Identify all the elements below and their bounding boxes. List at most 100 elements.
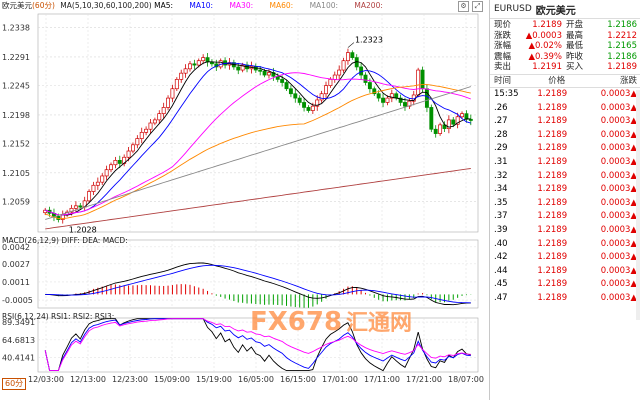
candle-body (113, 160, 118, 166)
candle-body (302, 102, 307, 108)
rsi-tick-label: 64.6813 (2, 336, 35, 345)
candle-body (297, 97, 302, 103)
kline-chart[interactable]: 1.2338 1.2291 1.2245 1.2198 1.2152 1.2105 1.20… (0, 0, 488, 400)
candle-body (267, 72, 271, 76)
tick-row[interactable]: .31 1.2189 0.0003▲ (490, 156, 640, 170)
candle-body (157, 113, 162, 121)
tick-price: 1.2189 (537, 252, 568, 263)
tick-time: .42 (494, 252, 508, 263)
tick-time: .28 (494, 129, 508, 140)
candle-body (179, 72, 184, 80)
candle-body (262, 70, 267, 76)
tick-row[interactable]: .37 1.2189 0.0003▲ (490, 210, 640, 224)
candle-body (429, 107, 434, 130)
time-tick-label: 12/23:00 (112, 375, 148, 384)
rsi3-line (44, 318, 471, 372)
col-price: 价格 (548, 75, 566, 86)
tick-time: .44 (494, 265, 508, 276)
tick-price: 1.2189 (537, 156, 568, 167)
tick-row[interactable]: 15:35 1.2189 0.0003▲ (490, 88, 640, 102)
tick-time: .31 (494, 156, 508, 167)
candle-body (73, 205, 78, 209)
tick-time: .27 (494, 116, 508, 127)
tick-row[interactable]: .28 1.2189 0.0003▲ (490, 129, 640, 143)
ma100-label: MA100: (309, 1, 339, 10)
candle-body (306, 107, 311, 111)
tick-price: 1.2189 (537, 170, 568, 181)
candle-body (104, 169, 109, 177)
tick-row[interactable]: .44 1.2189 0.0003▲ (490, 265, 640, 279)
candle-body (43, 209, 48, 214)
chart-header: 欧元美元(60分) MA(5,10,30,60,100,200) MA5: MA… (2, 0, 383, 11)
candle-body (130, 144, 135, 152)
symbol-cn: 欧元美元 (535, 5, 576, 17)
quote-value: 1.2186 (607, 20, 637, 30)
tick-change: 0.0003▲ (600, 102, 637, 113)
expand-icon[interactable]: ⤢ (472, 1, 483, 12)
high-label: 1.2323 (355, 36, 383, 45)
tick-price: 1.2189 (537, 116, 568, 127)
tick-price: 1.2189 (537, 238, 568, 249)
tick-row[interactable]: .40 1.2189 0.0003▲ (490, 238, 640, 252)
tick-time: .32 (494, 170, 508, 181)
rsi-tick-label: 40.4141 (2, 353, 35, 362)
ticks-list[interactable]: 15:35 1.2189 0.0003▲ .26 1.2189 0.0003▲ .27 1.2… (490, 88, 640, 306)
candle-body (139, 131, 144, 139)
tick-price: 1.2189 (537, 279, 568, 290)
low-label: 1.2028 (69, 226, 97, 235)
candle-body (78, 205, 83, 208)
candle-body (376, 93, 381, 99)
timeframe-badge[interactable]: 60分 (2, 378, 27, 390)
watermark-brand: FX678 (250, 307, 342, 337)
tick-row[interactable]: .32 1.2189 0.0003▲ (490, 170, 640, 184)
main-panel-frame (37, 13, 479, 233)
candle-body (69, 207, 74, 213)
quote-value: ▲0.39% (528, 51, 562, 62)
chart-toolbar: ⚙ ⤢ (458, 1, 483, 12)
candle-body (258, 69, 263, 72)
quote-value: 1.2191 (532, 62, 562, 73)
candle-body (341, 60, 346, 71)
quote-grid: 现价 1.2189 开盘 1.2186 涨跌 ▲0.0003 最高 1.2212 涨幅 ▲0.02… (490, 19, 640, 74)
settings-icon[interactable]: ⚙ (458, 1, 469, 12)
tick-row[interactable]: .35 1.2189 0.0003▲ (490, 197, 640, 211)
tick-time: .37 (494, 211, 508, 222)
candle-body (446, 119, 451, 129)
candle-body (100, 175, 105, 183)
quote-value: 1.2189 (532, 20, 562, 30)
tick-row[interactable]: .45 1.2189 0.0003▲ (490, 278, 640, 292)
tick-row[interactable]: .26 1.2189 0.0003▲ (490, 102, 640, 116)
tick-row[interactable]: .39 1.2189 0.0003▲ (490, 224, 640, 238)
candle-body (205, 57, 210, 63)
tick-row[interactable]: .34 1.2189 0.0003▲ (490, 183, 640, 197)
chart-canvas[interactable]: 1.2338 1.2291 1.2245 1.2198 1.2152 1.2105 1.20… (0, 0, 488, 400)
tick-row[interactable]: .29 1.2189 0.0003▲ (490, 142, 640, 156)
candle-body (109, 164, 113, 171)
candle-body (468, 118, 473, 121)
tick-row[interactable]: .42 1.2189 0.0003▲ (490, 251, 640, 265)
tick-change: 0.0003▲ (600, 292, 637, 303)
ticks-scrollbar[interactable] (636, 90, 640, 320)
candle-body (363, 74, 368, 83)
tick-change: 0.0003▲ (600, 156, 637, 167)
ma5-label: MA5: (154, 1, 173, 10)
price-tick-label: 1.2198 (2, 111, 30, 120)
tick-price: 1.2189 (537, 197, 568, 208)
candle-body (293, 93, 298, 99)
candle-body (337, 69, 342, 76)
time-tick-label: 16/15:00 (280, 375, 316, 384)
tick-row[interactable]: .47 1.2189 0.0003▲ (490, 292, 640, 306)
tick-row[interactable]: .27 1.2189 0.0003▲ (490, 115, 640, 129)
candle-body (324, 85, 328, 95)
candle-body (460, 113, 464, 118)
rsi-tick-label: 89.3491 (2, 318, 35, 327)
time-tick-label: 18/07:00 (448, 375, 484, 384)
candle-body (240, 64, 245, 71)
quote-label: 震幅 (494, 51, 512, 62)
candle-body (280, 79, 285, 83)
rsi-title: RSI(6,12,24) RSI1: RSI2: RSI3: (2, 312, 115, 321)
candle-body (381, 97, 386, 103)
rsi1-line (44, 318, 471, 372)
tick-change: 0.0003▲ (600, 279, 637, 290)
macd-tick-label: -0.0005 (2, 296, 33, 305)
